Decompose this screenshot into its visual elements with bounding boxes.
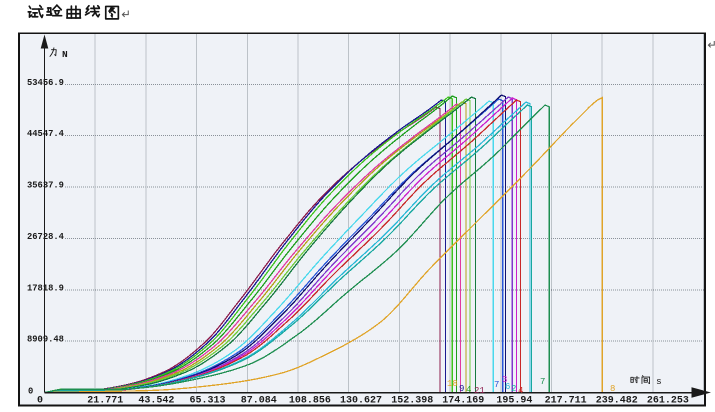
svg-text:0: 0 [28, 386, 33, 396]
svg-text:65.313: 65.313 [189, 396, 225, 407]
svg-text:21: 21 [474, 386, 485, 396]
svg-text:261.253: 261.253 [647, 396, 689, 407]
svg-text:4: 4 [466, 385, 471, 395]
svg-text:21.771: 21.771 [87, 396, 123, 407]
svg-text:195.94: 195.94 [496, 396, 532, 407]
svg-text:53456.9: 53456.9 [27, 78, 64, 88]
svg-text:217.711: 217.711 [545, 396, 587, 407]
svg-text:174.169: 174.169 [442, 396, 484, 407]
svg-text:18: 18 [447, 379, 458, 389]
svg-text:N: N [62, 49, 68, 60]
svg-text:35637.9: 35637.9 [27, 181, 64, 191]
svg-text:7: 7 [540, 377, 545, 387]
svg-text:17818.9: 17818.9 [27, 283, 64, 293]
svg-text:9: 9 [459, 384, 464, 394]
svg-text:130.627: 130.627 [340, 396, 382, 407]
svg-text:108.856: 108.856 [289, 396, 331, 407]
svg-text:7: 7 [494, 380, 499, 390]
svg-text:0: 0 [37, 396, 43, 407]
svg-text:44547.4: 44547.4 [27, 129, 65, 139]
svg-text:2: 2 [511, 384, 516, 394]
svg-text:4: 4 [518, 386, 523, 396]
svg-text:6: 6 [505, 382, 510, 392]
svg-text:239.482: 239.482 [596, 396, 638, 407]
svg-text:43.542: 43.542 [138, 396, 174, 407]
svg-text:8: 8 [610, 384, 615, 394]
svg-text:87.084: 87.084 [241, 396, 277, 407]
svg-text:3: 3 [502, 375, 507, 385]
svg-text:8909.48: 8909.48 [27, 335, 64, 345]
svg-text:s: s [656, 376, 662, 387]
svg-text:152.398: 152.398 [391, 396, 433, 407]
svg-text:26728.4: 26728.4 [27, 232, 65, 242]
